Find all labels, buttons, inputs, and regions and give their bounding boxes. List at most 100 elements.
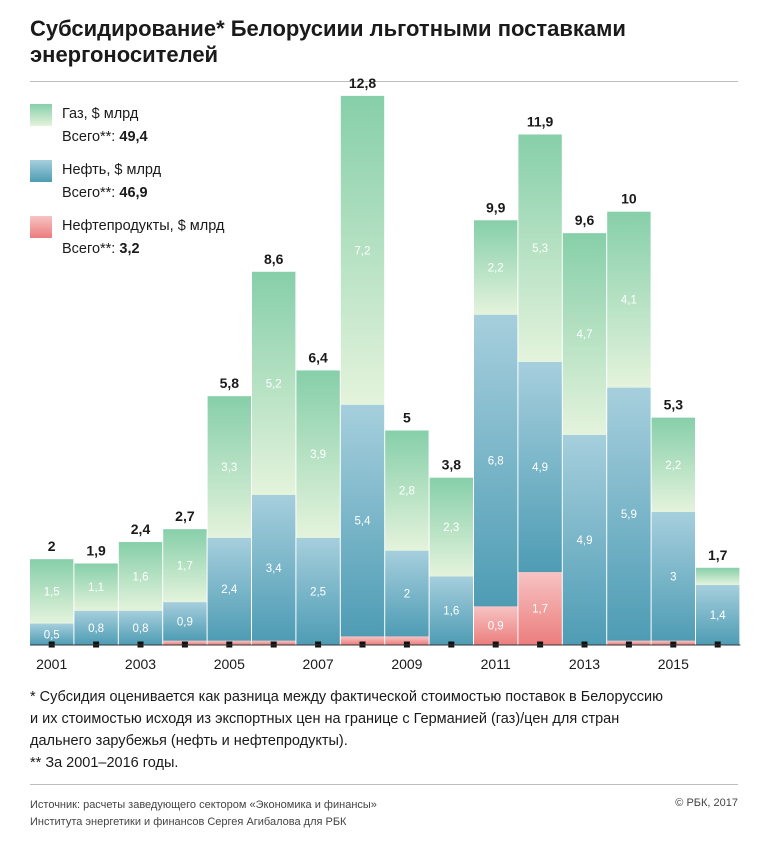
bar-segment-gas	[30, 559, 74, 624]
bar-segment-oil	[562, 434, 607, 645]
bar-segment-oil	[118, 610, 163, 645]
segment-value-label: 2,2	[488, 262, 504, 274]
bottom-divider	[30, 784, 738, 785]
bar-segment-gas	[562, 233, 607, 435]
bar-segment-gas	[296, 370, 340, 538]
segment-value-label: 1,7	[532, 604, 548, 616]
segment-value-label: 4,7	[577, 329, 593, 341]
segment-value-label: 1,1	[88, 582, 104, 594]
bars-layer	[30, 95, 740, 645]
segment-value-label: 3,9	[310, 449, 326, 461]
copyright: © РБК, 2017	[675, 797, 738, 809]
legend-total-value: 46,9	[119, 185, 148, 201]
legend-label-products: Нефтепродукты, $ млрд	[62, 218, 225, 234]
labels-layer: 0,5 1,5 2 0,8 1,1 1,9 0,8 1,6 2,4 0,9 1,7 2,7 2,4 3,3…	[44, 75, 728, 641]
segment-value-label: 2	[404, 589, 410, 601]
footnote-line: дальнего зарубежья (нефть и нефтепродукт…	[30, 733, 348, 749]
segment-value-label: 1,7	[177, 561, 193, 573]
source-line: Источник: расчеты заведующего сектором «…	[30, 799, 377, 811]
bar-total-label: 11,9	[527, 113, 554, 129]
bar-segment-gas	[607, 211, 651, 388]
bar-segment-gas	[74, 563, 118, 611]
segment-value-label: 4,1	[621, 295, 637, 307]
bar-segment-gas	[696, 567, 740, 585]
legend-total-prefix: Всего**:	[62, 185, 120, 201]
segment-value-label: 2,4	[221, 584, 238, 596]
bar-total-label: 2,7	[175, 508, 195, 524]
x-tick-label: 2015	[658, 656, 689, 672]
bar-segment-gas	[207, 396, 251, 538]
source-note: Источник: расчеты заведующего сектором «…	[30, 797, 377, 831]
legend-total-prefix: Всего**:	[62, 129, 120, 145]
bar-segment-oil	[30, 623, 74, 645]
segment-value-label: 7,2	[355, 245, 371, 257]
legend-total-gas: Всего**: 49,4	[62, 129, 148, 145]
segment-value-label: 2,8	[399, 486, 415, 498]
legend-total-value: 3,2	[119, 241, 140, 257]
bar-segment-products	[340, 636, 385, 645]
top-divider	[30, 81, 738, 82]
bar-segment-products	[385, 636, 429, 645]
bar-segment-oil	[385, 550, 429, 637]
x-tick-label: 2009	[391, 656, 422, 672]
bar-segment-gas	[385, 430, 429, 551]
segment-value-label: 0,8	[133, 623, 149, 635]
bar-segment-oil	[651, 512, 695, 641]
footnote-line: ** За 2001–2016 годы.	[30, 755, 179, 771]
chart-title: Субсидирование* Белорусиии льготными пос…	[30, 16, 626, 67]
legend-item-gas: Газ, $ млрд Всего**: 49,4	[30, 104, 290, 160]
legend-total-prefix: Всего**:	[62, 241, 120, 257]
legend: Газ, $ млрд Всего**: 49,4 Нефть, $ млрд …	[30, 104, 290, 272]
bar-total-label: 9,9	[486, 199, 506, 215]
bar-segment-oil	[296, 537, 340, 645]
legend-label-oil: Нефть, $ млрд	[62, 162, 162, 178]
bar-segment-gas	[252, 271, 296, 495]
segment-value-label: 6,8	[488, 456, 504, 468]
segment-value-label: 4,9	[577, 535, 593, 547]
x-tick-label: 2007	[303, 656, 334, 672]
segment-value-label: 5,3	[532, 243, 548, 255]
segment-value-label: 2,5	[310, 586, 326, 598]
bar-segment-oil	[252, 494, 296, 641]
segment-value-label: 5,4	[355, 516, 372, 528]
segment-value-label: 0,5	[44, 629, 60, 641]
legend-total-products: Всего**: 3,2	[62, 241, 140, 257]
bar-segment-products	[474, 606, 518, 645]
source-line: Института энергетики и финансов Сергея А…	[30, 816, 347, 828]
segment-value-label: 1,6	[133, 571, 149, 583]
segment-value-label: 0,9	[488, 621, 504, 633]
bar-segment-gas	[474, 220, 518, 315]
footnote-line: * Субсидия оценивается как разница между…	[30, 689, 663, 705]
bar-segment-gas	[340, 95, 385, 405]
bar-total-label: 5,8	[220, 375, 240, 391]
bar-segment-oil	[429, 576, 473, 645]
bar-total-label: 8,6	[264, 251, 284, 267]
legend-item-oil: Нефть, $ млрд Всего**: 46,9	[30, 160, 290, 216]
segment-value-label: 2,2	[665, 460, 681, 472]
bar-segment-oil	[696, 584, 740, 645]
x-tick-label: 2001	[36, 656, 67, 672]
bar-total-label: 1,9	[86, 542, 106, 558]
segment-value-label: 1,4	[710, 610, 727, 622]
legend-item-products: Нефтепродукты, $ млрд Всего**: 3,2	[30, 216, 290, 272]
legend-swatch-products	[30, 216, 52, 238]
bar-total-label: 10	[621, 191, 637, 207]
bar-segment-oil	[518, 361, 562, 573]
bar-segment-oil	[74, 610, 118, 645]
bar-segment-gas	[163, 529, 207, 603]
bar-segment-oil	[340, 404, 385, 637]
bar-total-label: 9,6	[575, 212, 595, 228]
bar-total-label: 1,7	[708, 547, 728, 563]
legend-swatch-oil	[30, 160, 52, 182]
legend-swatch-gas	[30, 104, 52, 126]
bar-total-label: 2,4	[131, 521, 151, 537]
segment-value-label: 5,2	[266, 378, 282, 390]
bar-segment-oil	[163, 602, 207, 641]
segment-value-label: 2,3	[443, 522, 459, 534]
bar-total-label: 3,8	[442, 457, 462, 473]
footnote-line: и их стоимостью исходя из экспортных цен…	[30, 711, 620, 727]
segment-value-label: 0,9	[177, 616, 193, 628]
bar-segment-gas	[429, 477, 473, 577]
segment-value-label: 4,9	[532, 462, 548, 474]
